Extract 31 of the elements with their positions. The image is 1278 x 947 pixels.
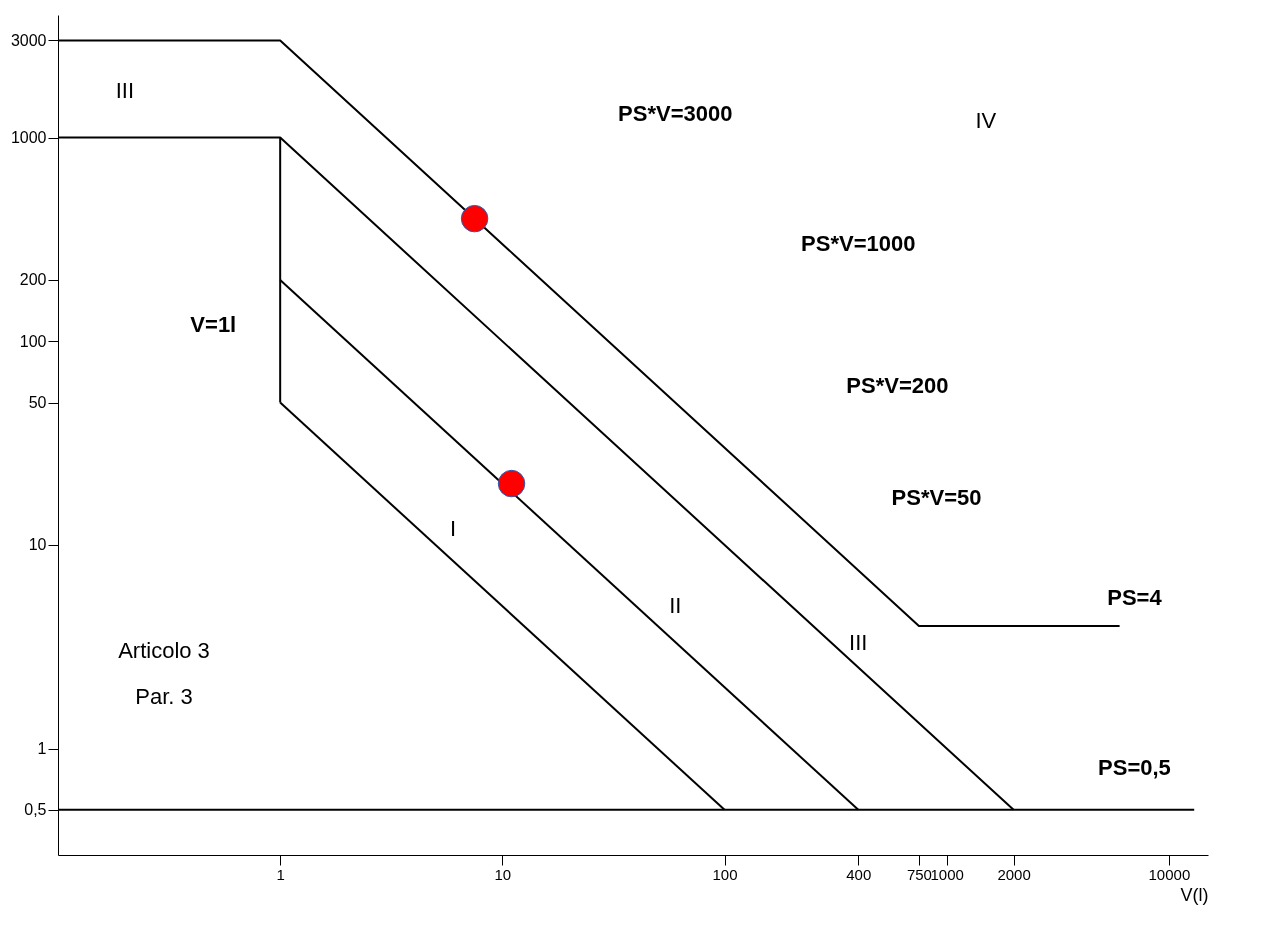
annotation: V=1l [190, 312, 237, 338]
y-tick-label: 1 [37, 740, 47, 758]
y-tick-label: 1000 [10, 129, 47, 147]
annotation: I [450, 515, 457, 541]
x-tick-label: 10 [494, 865, 512, 883]
annotation: PS*V=1000 [801, 231, 916, 257]
y-tick-label: 200 [19, 271, 47, 289]
y-tick-label: 50 [28, 394, 47, 412]
x-tick-label: 750 [906, 865, 932, 883]
y-tick-label: 10 [28, 536, 47, 554]
annotation: III [115, 77, 135, 103]
x-tick-label: 400 [846, 865, 872, 883]
annotation: PS*V=3000 [618, 101, 733, 127]
annotation: PS*V=200 [846, 373, 949, 399]
annotation: II [669, 593, 682, 619]
y-tick-label: 100 [19, 332, 47, 350]
annotation: PS=4 [1107, 584, 1163, 610]
annotation: Par. 3 [135, 683, 193, 709]
annotation: PS=0,5 [1098, 755, 1171, 781]
x-tick-label: 2000 [997, 865, 1031, 883]
x-tick-label: 1000 [930, 865, 964, 883]
y-tick-label: 3000 [10, 31, 47, 49]
x-tick-label: 100 [712, 865, 738, 883]
annotation: PS*V=50 [891, 484, 982, 510]
x-tick-label: 10000 [1148, 865, 1191, 883]
annotation: Articolo 3 [118, 638, 210, 664]
x-tick-label: 1 [276, 865, 285, 883]
annotation: III [849, 629, 868, 655]
annotation: IV [975, 108, 997, 134]
y-tick-label: 0,5 [24, 801, 47, 819]
x-axis-title: V(l) [1180, 884, 1209, 905]
